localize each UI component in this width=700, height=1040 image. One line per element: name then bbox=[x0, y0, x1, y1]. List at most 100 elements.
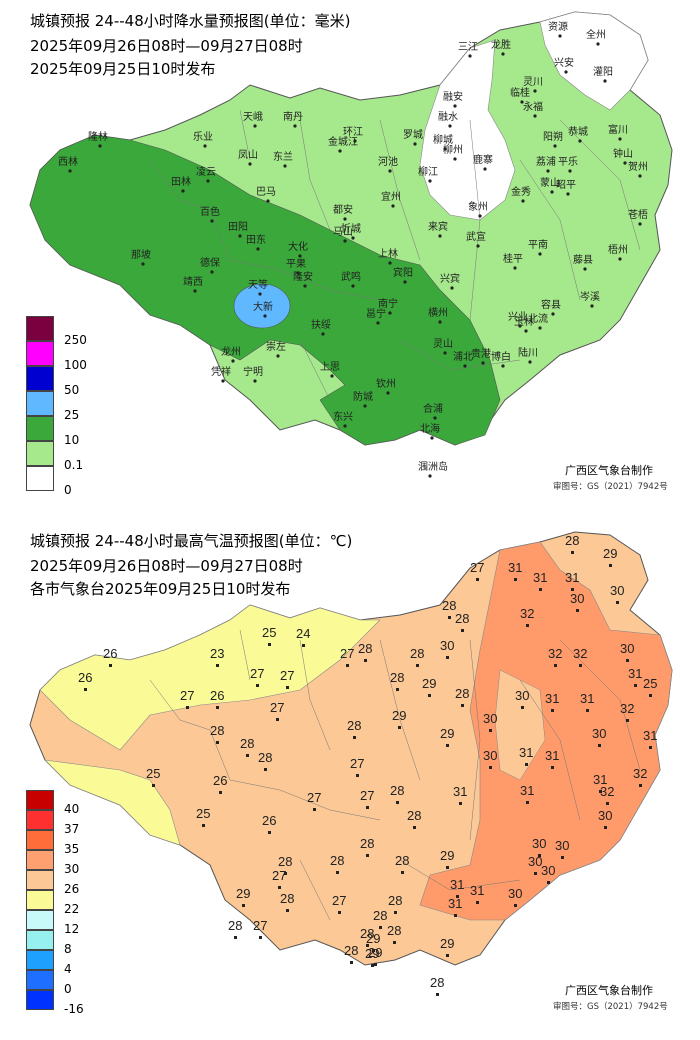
temp-value-label: 27 bbox=[253, 918, 267, 933]
city-dot bbox=[478, 214, 482, 218]
temp-value-label: 31 bbox=[519, 745, 533, 760]
temp-legend-swatch bbox=[26, 910, 54, 930]
station-dot bbox=[186, 706, 189, 709]
city-label: 德保 bbox=[200, 256, 220, 269]
precip-issued: 2025年09月25日10时发布 bbox=[30, 60, 216, 78]
city-dot bbox=[521, 199, 525, 203]
city-label: 玉林 bbox=[514, 315, 534, 328]
temp-value-label: 29 bbox=[440, 726, 454, 741]
temp-legend-item: 0 bbox=[24, 970, 124, 996]
station-dot bbox=[350, 961, 353, 964]
city-label: 藤县 bbox=[573, 254, 593, 266]
city-label: 钟山 bbox=[613, 147, 633, 160]
city-dot bbox=[403, 280, 407, 284]
temp-value-label: 27 bbox=[280, 668, 294, 683]
city-dot bbox=[524, 329, 528, 333]
city-dot bbox=[433, 416, 437, 420]
station-dot bbox=[109, 664, 112, 667]
city-dot bbox=[386, 391, 390, 395]
temp-period: 2025年09月26日08时—09月27日08时 bbox=[30, 557, 303, 575]
city-label: 防城 bbox=[353, 390, 373, 403]
station-dot bbox=[379, 926, 382, 929]
city-dot bbox=[513, 266, 517, 270]
temp-legend-label: 12 bbox=[64, 922, 80, 936]
station-dot bbox=[551, 766, 554, 769]
city-label: 平果 bbox=[286, 258, 306, 270]
precip-legend-swatch bbox=[26, 391, 54, 416]
city-dot bbox=[210, 219, 214, 223]
precip-legend-item: 0.1 bbox=[24, 441, 124, 472]
station-dot bbox=[284, 872, 287, 875]
station-dot bbox=[554, 664, 557, 667]
city-dot bbox=[353, 139, 357, 143]
temp-value-label: 30 bbox=[555, 838, 569, 853]
temp-value-label: 28 bbox=[344, 943, 358, 958]
temp-value-label: 30 bbox=[483, 711, 497, 726]
city-dot bbox=[443, 351, 447, 355]
city-dot bbox=[343, 239, 347, 243]
station-dot bbox=[286, 909, 289, 912]
city-label: 临桂 bbox=[510, 86, 530, 99]
city-label: 隆林 bbox=[88, 130, 108, 143]
temp-value-label: 30 bbox=[610, 583, 624, 598]
precip-legend-label: 25 bbox=[64, 408, 80, 422]
city-dot bbox=[448, 124, 452, 128]
station-dot bbox=[489, 766, 492, 769]
temp-credit: 广西区气象台制作 bbox=[565, 984, 653, 997]
temp-value-label: 27 bbox=[470, 560, 484, 575]
city-label: 环江 bbox=[343, 126, 363, 138]
city-dot bbox=[276, 354, 280, 358]
precip-legend-item: 100 bbox=[24, 341, 124, 372]
temp-legend-item: 4 bbox=[24, 950, 124, 976]
city-dot bbox=[603, 79, 607, 83]
temp-value-label: 28 bbox=[228, 918, 242, 933]
city-dot bbox=[501, 52, 505, 56]
city-dot bbox=[388, 169, 392, 173]
city-label: 兴安 bbox=[554, 56, 574, 69]
station-dot bbox=[476, 901, 479, 904]
temp-legend-label: 0 bbox=[64, 982, 72, 996]
temp-value-label: 30 bbox=[532, 836, 546, 851]
temp-value-label: 29 bbox=[365, 946, 379, 961]
station-dot bbox=[446, 866, 449, 869]
temp-value-label: 28 bbox=[360, 926, 374, 941]
temp-legend-item: 26 bbox=[24, 870, 124, 896]
temp-value-label: 25 bbox=[146, 766, 160, 781]
temp-legend-swatch bbox=[26, 810, 54, 830]
city-label: 鹿寨 bbox=[473, 153, 493, 166]
temp-legend-label: 37 bbox=[64, 822, 80, 836]
precip-period: 2025年09月26日08时—09月27日08时 bbox=[30, 37, 303, 55]
temp-value-label: 28 bbox=[278, 854, 292, 869]
city-dot bbox=[583, 267, 587, 271]
station-dot bbox=[649, 694, 652, 697]
city-label: 邕宁 bbox=[366, 307, 386, 320]
station-dot bbox=[393, 941, 396, 944]
city-dot bbox=[343, 424, 347, 428]
temp-legend-label: 30 bbox=[64, 862, 80, 876]
station-dot bbox=[259, 936, 262, 939]
station-dot bbox=[538, 854, 541, 857]
city-label: 涠洲岛 bbox=[418, 460, 448, 473]
temp-value-label: 32 bbox=[600, 784, 614, 799]
city-label: 龙州 bbox=[221, 345, 241, 358]
city-dot bbox=[263, 314, 267, 318]
temp-value-label: 31 bbox=[565, 570, 579, 585]
temp-value-label: 28 bbox=[388, 893, 402, 908]
city-label: 天峨 bbox=[243, 111, 263, 123]
city-label: 宜州 bbox=[381, 190, 401, 203]
station-dot bbox=[446, 656, 449, 659]
station-dot bbox=[372, 949, 375, 952]
city-label: 马山 bbox=[333, 226, 353, 238]
city-dot bbox=[330, 374, 334, 378]
temp-issued: 各市气象台2025年09月25日10时发布 bbox=[30, 580, 291, 598]
station-dot bbox=[626, 719, 629, 722]
station-dot bbox=[526, 624, 529, 627]
city-label: 南丹 bbox=[283, 110, 303, 123]
city-label: 巴马 bbox=[256, 186, 276, 198]
station-dot bbox=[152, 784, 155, 787]
city-dot bbox=[528, 360, 532, 364]
city-label: 田林 bbox=[171, 175, 191, 188]
city-label: 武宣 bbox=[466, 230, 486, 243]
station-dot bbox=[219, 791, 222, 794]
